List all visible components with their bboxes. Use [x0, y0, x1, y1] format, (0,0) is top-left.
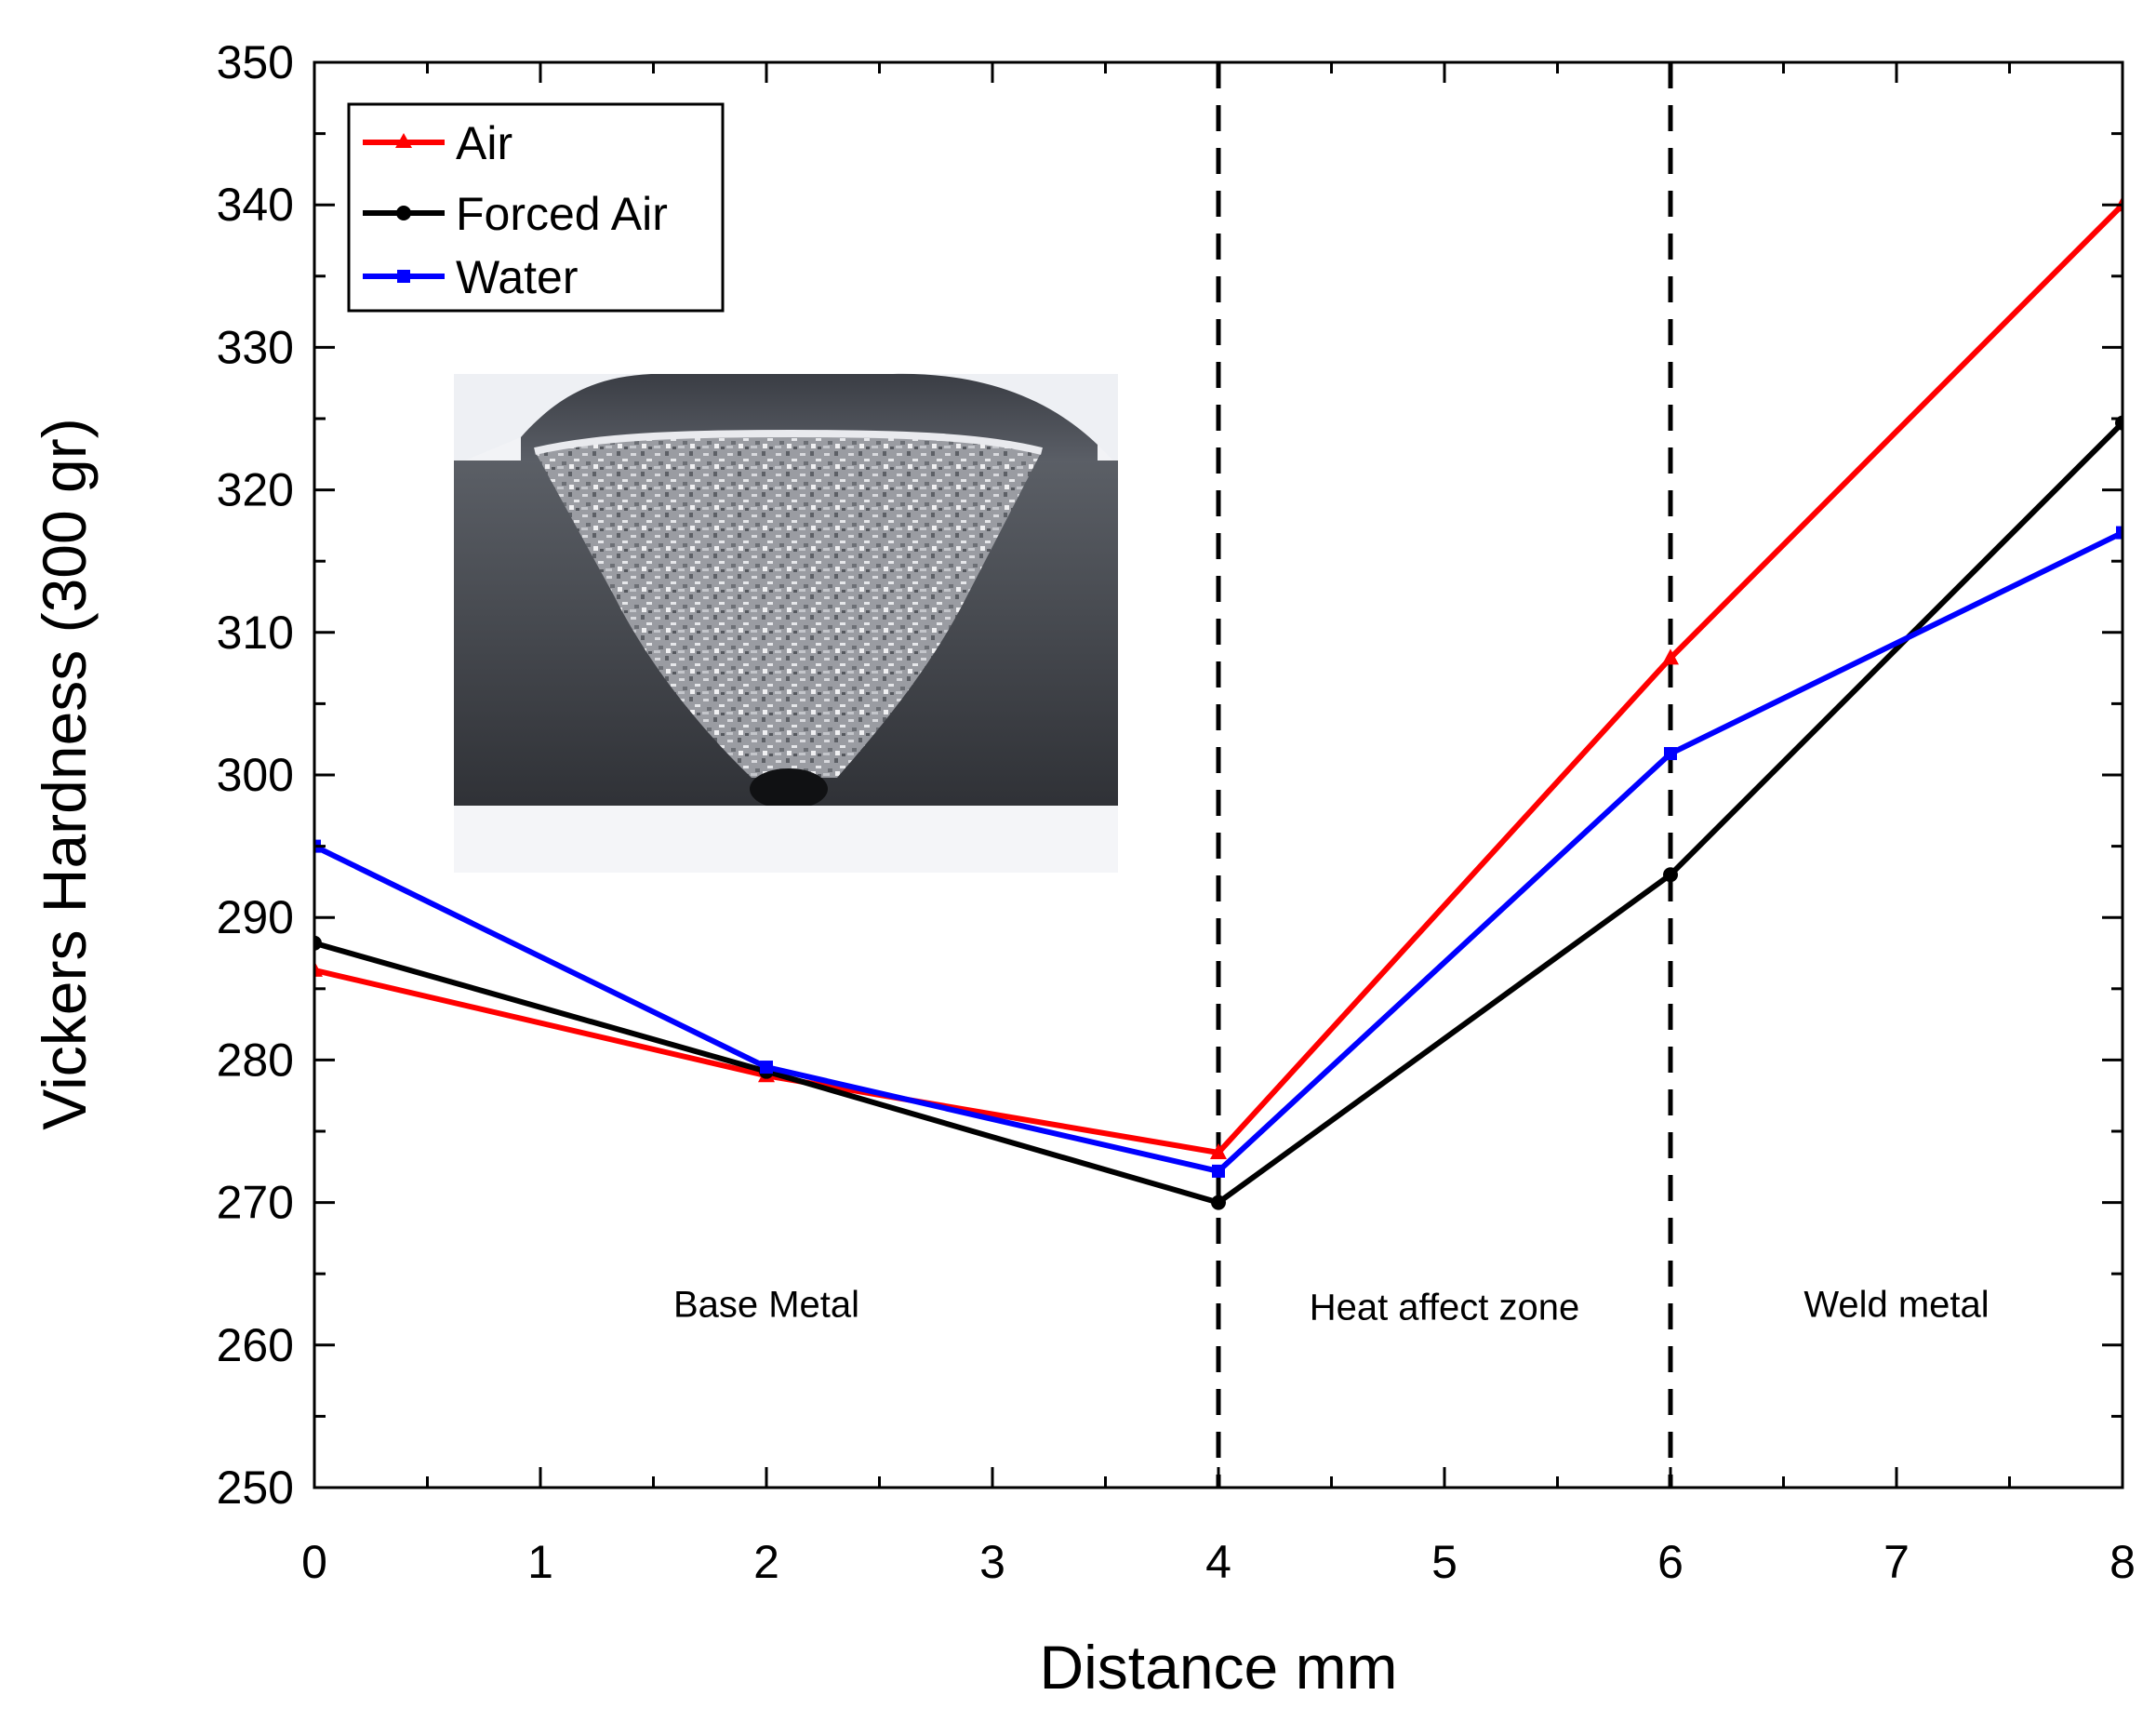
legend-item-air: Air — [363, 117, 512, 169]
zone-label-weld-metal: Weld metal — [1803, 1284, 1989, 1325]
y-tick-label: 290 — [217, 891, 294, 943]
y-axis-title: Vickers Hardness (300 gr) — [30, 418, 99, 1129]
data-point-air — [1210, 1142, 1227, 1159]
legend-label-forced-air: Forced Air — [456, 188, 668, 240]
x-tick-label: 2 — [753, 1536, 779, 1588]
data-point-air — [1662, 648, 1679, 665]
legend-item-water: Water — [363, 251, 579, 303]
y-tick-label: 350 — [217, 36, 294, 88]
x-tick-labels: 0 1 2 3 4 5 6 7 8 — [301, 1536, 2136, 1588]
y-tick-label: 320 — [217, 464, 294, 516]
zone-divider-lines — [1216, 62, 1673, 1488]
x-tick-label: 3 — [979, 1536, 1005, 1588]
x-tick-label: 1 — [527, 1536, 553, 1588]
zone-labels: Base Metal Heat affect zone Weld metal — [673, 1284, 1990, 1328]
data-point-water — [1664, 747, 1677, 761]
legend-label-air: Air — [456, 117, 512, 169]
data-point-water — [2116, 526, 2123, 540]
x-tick-label: 5 — [1431, 1536, 1457, 1588]
x-tick-label: 0 — [301, 1536, 327, 1588]
x-tick-label: 4 — [1205, 1536, 1231, 1588]
legend-item-forced-air: Forced Air — [363, 188, 668, 240]
y-tick-label: 270 — [217, 1177, 294, 1229]
data-point-forced-air — [1211, 1195, 1226, 1210]
x-tick-label: 6 — [1657, 1536, 1684, 1588]
x-tick-label: 8 — [2109, 1536, 2136, 1588]
x-tick-label: 7 — [1883, 1536, 1910, 1588]
data-point-water — [1212, 1164, 1225, 1178]
triangle-marker-icon — [395, 133, 412, 148]
square-marker-icon — [397, 270, 410, 283]
y-tick-labels: 250 260 270 280 290 300 310 320 330 340 … — [217, 36, 294, 1514]
data-point-water — [760, 1061, 773, 1075]
weld-cross-section-photo-icon — [454, 373, 1118, 873]
y-tick-label: 340 — [217, 179, 294, 231]
y-tick-label: 250 — [217, 1462, 294, 1514]
y-tick-label: 300 — [217, 749, 294, 801]
y-tick-label: 310 — [217, 607, 294, 659]
y-tick-label: 330 — [217, 321, 294, 373]
zone-label-base-metal: Base Metal — [673, 1284, 859, 1325]
zone-label-heat-affect-zone: Heat affect zone — [1310, 1287, 1580, 1328]
data-point-air — [314, 960, 323, 977]
legend: Air Forced Air Water — [347, 102, 725, 313]
y-tick-label: 280 — [217, 1034, 294, 1086]
data-point-forced-air — [314, 935, 322, 951]
axis-ticks — [313, 60, 2124, 1489]
x-axis-title: Distance mm — [1039, 1633, 1397, 1702]
data-point-forced-air — [1663, 867, 1678, 883]
y-tick-label: 260 — [217, 1319, 294, 1371]
circle-marker-icon — [396, 206, 411, 220]
legend-label-water: Water — [456, 251, 579, 303]
